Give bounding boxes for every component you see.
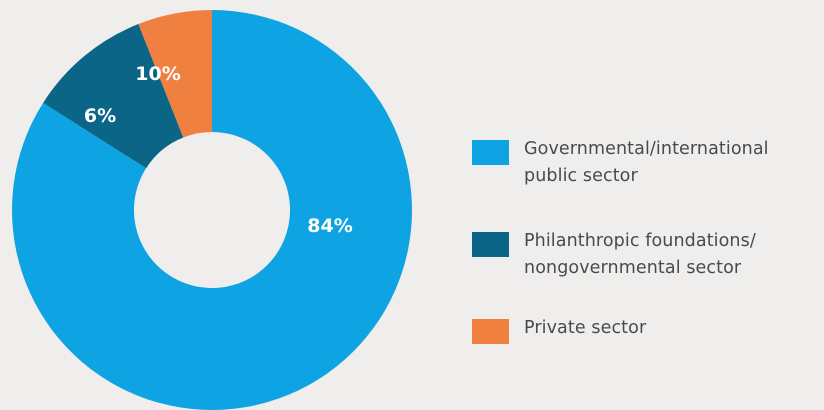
donut-slice-labels: 84% 10% 6% (84, 63, 353, 237)
slice-governmental (12, 10, 412, 410)
legend-swatch-private (472, 319, 509, 344)
slice-label-philanthropic: 10% (135, 63, 180, 85)
donut-slices (12, 10, 412, 410)
legend-label-governmental: Governmental/international public sector (524, 139, 769, 186)
legend-label-philanthropic: Philanthropic foundations/ nongovernment… (524, 231, 756, 278)
legend-label-private: Private sector (524, 318, 647, 338)
slice-label-governmental: 84% (307, 215, 352, 237)
legend-swatch-philanthropic (472, 232, 509, 257)
slice-label-private: 6% (84, 105, 116, 127)
legend-swatch-governmental (472, 140, 509, 165)
slice-philanthropic (43, 24, 184, 169)
slice-private (138, 10, 212, 138)
